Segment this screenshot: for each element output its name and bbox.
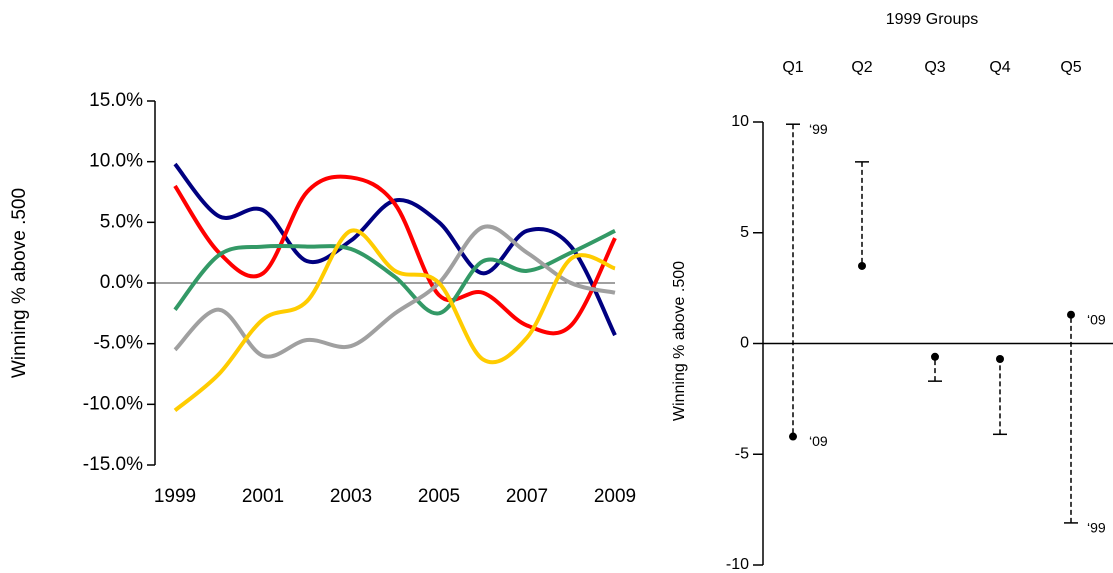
series-line [173, 229, 616, 316]
y-tick-label: 5.0% [100, 211, 143, 232]
y-axis-label: Winning % above .500 [9, 188, 30, 378]
end-dot [858, 261, 866, 270]
y-tick-label: 0 [740, 335, 749, 352]
end-dot [1067, 310, 1075, 319]
y-tick-label: 5 [740, 224, 749, 241]
series-line [173, 174, 617, 336]
y-axis-label: Winning % above .500 [671, 261, 688, 421]
y-tick-label: -10.0% [83, 393, 143, 414]
end-dot [996, 355, 1004, 364]
chart-title: 1999 Groups [886, 11, 979, 28]
series-line [173, 228, 616, 412]
x-tick-label: 2005 [418, 486, 460, 507]
y-tick-label: -5.0% [93, 333, 143, 354]
category-label: Q3 [924, 59, 945, 76]
category-label: Q4 [989, 59, 1010, 76]
annotation: ‘99 [1087, 520, 1106, 536]
category-label: Q5 [1060, 59, 1081, 76]
y-tick-label: 10.0% [89, 151, 143, 172]
series-line [173, 224, 616, 359]
x-tick-label: 2003 [330, 486, 372, 507]
y-tick-label: -10 [726, 556, 749, 573]
y-tick-label: 10 [731, 113, 749, 130]
end-dot [789, 432, 797, 441]
end-dot [931, 352, 939, 361]
y-tick-label: -15.0% [83, 454, 143, 475]
annotation: ‘09 [1087, 311, 1106, 327]
category-label: Q1 [782, 59, 803, 76]
x-tick-label: 2009 [594, 486, 636, 507]
x-tick-label: 1999 [154, 486, 196, 507]
x-tick-label: 2001 [242, 486, 284, 507]
annotation: ‘09 [809, 433, 828, 449]
category-label: Q2 [851, 59, 872, 76]
y-tick-label: 0.0% [100, 272, 143, 293]
y-tick-label: 15.0% [89, 90, 143, 111]
annotation: ‘99 [809, 121, 828, 137]
series-line [173, 162, 617, 337]
x-tick-label: 2007 [506, 486, 548, 507]
y-tick-label: -5 [735, 445, 749, 462]
